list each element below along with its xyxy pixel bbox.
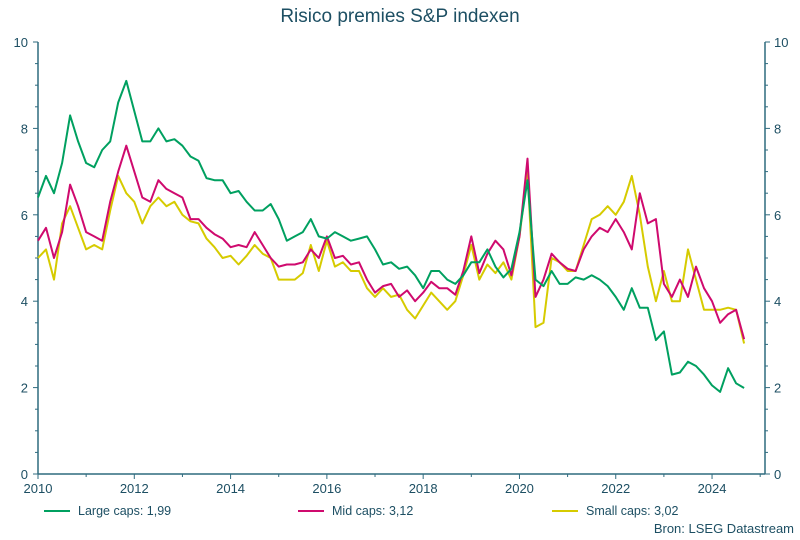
- y-tick-label-left: 6: [21, 208, 28, 223]
- y-tick-label-left: 2: [21, 381, 28, 396]
- legend-swatch: [552, 510, 578, 512]
- x-tick-label: 2010: [24, 481, 53, 496]
- y-tick-label-right: 10: [774, 35, 788, 50]
- legend-item-large-caps: Large caps: 1,99: [44, 504, 171, 518]
- legend-label: Mid caps: 3,12: [332, 504, 414, 518]
- x-tick-label: 2018: [409, 481, 438, 496]
- y-tick-label-left: 8: [21, 121, 28, 136]
- legend-label: Large caps: 1,99: [78, 504, 172, 518]
- y-tick-label-right: 4: [774, 294, 781, 309]
- y-tick-label-right: 6: [774, 208, 781, 223]
- legend-item-mid-caps: Mid caps: 3,12: [298, 504, 413, 518]
- y-tick-label-left: 10: [14, 35, 28, 50]
- x-tick-label: 2014: [216, 481, 245, 496]
- y-tick-label-right: 8: [774, 121, 781, 136]
- x-tick-label: 2016: [312, 481, 341, 496]
- x-tick-label: 2024: [698, 481, 727, 496]
- series-line-small-caps: [37, 170, 746, 344]
- series-line-mid-caps: [37, 144, 746, 340]
- y-tick-label-right: 2: [774, 381, 781, 396]
- y-tick-label-left: 0: [21, 467, 28, 482]
- legend-swatch: [298, 510, 324, 512]
- chart-title: Risico premies S&P indexen: [280, 6, 520, 27]
- legend-swatch: [44, 510, 70, 512]
- x-tick-label: 2020: [505, 481, 534, 496]
- series-line-large-caps: [37, 79, 745, 393]
- legend-label: Small caps: 3,02: [586, 504, 679, 518]
- x-tick-label: 2022: [601, 481, 630, 496]
- y-tick-label-right: 0: [774, 467, 781, 482]
- x-tick-label: 2012: [120, 481, 149, 496]
- source-note: Bron: LSEG Datastream: [653, 521, 794, 536]
- y-tick-label-left: 4: [21, 294, 28, 309]
- legend-item-small-caps: Small caps: 3,02: [552, 504, 678, 518]
